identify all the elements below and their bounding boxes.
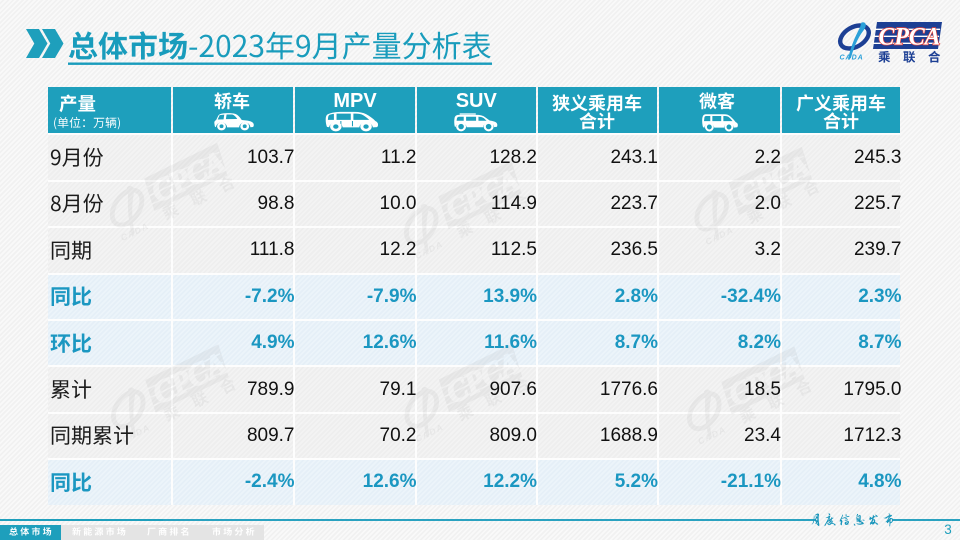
svg-text:CPCA: CPCA xyxy=(879,24,941,51)
svg-text:CADA: CADA xyxy=(840,55,864,62)
